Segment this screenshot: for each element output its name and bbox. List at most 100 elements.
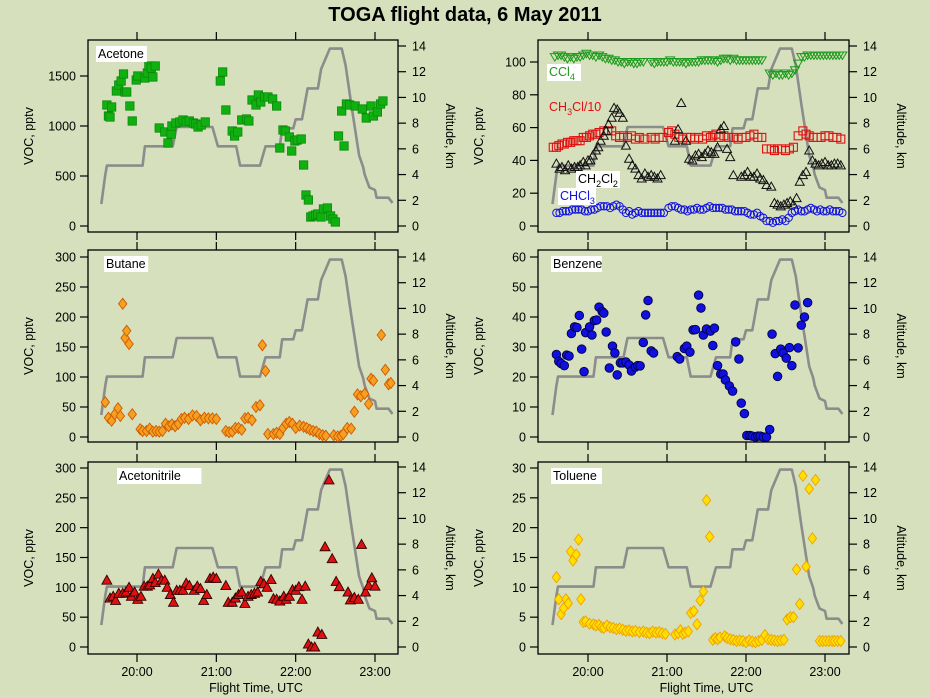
data-point: [573, 533, 584, 546]
data-point: [296, 593, 308, 604]
data-point: [352, 593, 365, 604]
series-acetone: [102, 61, 388, 227]
data-point: [830, 51, 842, 61]
data-point: [559, 139, 569, 149]
data-point: [308, 641, 321, 652]
legend-ch2cl2: CH2Cl2: [578, 172, 618, 189]
data-point: [799, 312, 810, 322]
legend-chcl3: CHCl3: [560, 189, 595, 206]
data-point: [748, 171, 760, 181]
data-point: [787, 360, 797, 371]
alt-tick-label: 12: [412, 486, 426, 500]
alt-tick-label: 2: [863, 615, 870, 629]
x-tick-label: 20:00: [572, 665, 603, 679]
data-point: [660, 627, 671, 641]
data-point: [592, 141, 604, 152]
data-point: [819, 207, 828, 216]
data-point: [758, 174, 769, 185]
panel-acetone: 0 500 1000 1500 VOC, pptv 0 2 4 6 8 10 12 14 Altitude…: [22, 32, 457, 240]
data-point: [784, 342, 795, 353]
y-tick-label: 100: [55, 581, 76, 595]
y-tick-label: 250: [55, 281, 76, 295]
data-point: [574, 310, 585, 321]
y-axis-title: VOC, pptv: [472, 316, 486, 374]
data-point: [127, 116, 137, 126]
data-point: [571, 205, 580, 214]
data-point: [801, 129, 811, 139]
x-tick-label: 22:00: [280, 665, 311, 679]
alt-tick-label: 0: [412, 641, 419, 655]
data-point: [647, 208, 656, 218]
data-point: [728, 169, 739, 180]
y-tick-label: 100: [505, 56, 526, 70]
data-point: [566, 137, 576, 147]
data-point: [831, 207, 841, 216]
data-point: [721, 143, 733, 153]
data-point: [603, 54, 614, 64]
data-point: [746, 210, 755, 219]
data-point: [730, 207, 740, 216]
data-point: [743, 56, 755, 66]
data-point: [135, 590, 147, 601]
data-point: [323, 474, 335, 485]
data-point: [737, 207, 746, 216]
data-point: [303, 195, 313, 205]
data-point: [330, 217, 340, 227]
data-point: [359, 586, 372, 597]
data-point: [218, 67, 228, 77]
data-point: [604, 363, 615, 373]
data-point: [692, 618, 702, 631]
data-point: [596, 53, 608, 63]
data-point: [599, 202, 608, 211]
y-tick-label: 0: [69, 220, 76, 234]
data-point: [163, 138, 173, 148]
data-point: [712, 360, 723, 371]
data-point: [617, 112, 629, 122]
alt-tick-label: 10: [863, 512, 877, 526]
data-point: [260, 364, 271, 378]
data-point: [121, 324, 132, 338]
data-point: [197, 594, 210, 605]
data-point: [634, 132, 644, 142]
altitude-line: [100, 258, 394, 416]
alt-tick-label: 6: [863, 353, 870, 367]
plot-frame: [537, 249, 850, 443]
data-point: [724, 151, 736, 162]
data-point: [797, 207, 806, 216]
data-point: [825, 159, 837, 170]
y-tick-label: 50: [512, 281, 526, 295]
data-point: [194, 582, 207, 593]
y-tick-label: 10: [512, 401, 526, 415]
data-point: [742, 166, 753, 176]
y-tick-label: 30: [512, 462, 526, 476]
data-point: [739, 169, 750, 180]
data-point: [793, 343, 803, 353]
data-point: [275, 143, 285, 153]
y-tick-label: 25: [512, 491, 526, 505]
data-point: [838, 208, 847, 218]
panel-label: Toluene: [553, 469, 597, 483]
altitude-line: [551, 468, 844, 626]
data-point: [796, 320, 807, 330]
panel-benzene: 0 10 20 30 40 50 60 VOC, pptv 0 2 4 6 8 10 12 14 Altitud…: [472, 242, 908, 450]
data-point: [712, 141, 723, 152]
data-point: [167, 596, 180, 607]
data-point: [714, 203, 724, 213]
data-point: [699, 148, 711, 158]
alt-tick-label: 0: [863, 641, 870, 655]
data-point: [836, 51, 848, 61]
alt-tick-label: 14: [412, 251, 426, 265]
data-point: [642, 171, 654, 181]
data-point: [378, 96, 388, 106]
panel-label-bg: [117, 468, 202, 484]
series-ch3cl-10: [548, 126, 846, 156]
data-point: [640, 134, 650, 144]
data-point: [750, 56, 761, 66]
data-point: [574, 159, 586, 170]
y-tick-label: 5: [519, 611, 526, 625]
data-point: [287, 146, 297, 156]
alt-tick-label: 14: [412, 40, 426, 54]
data-point: [705, 132, 716, 142]
data-point: [319, 540, 331, 552]
alt-tick-label: 4: [412, 168, 419, 182]
